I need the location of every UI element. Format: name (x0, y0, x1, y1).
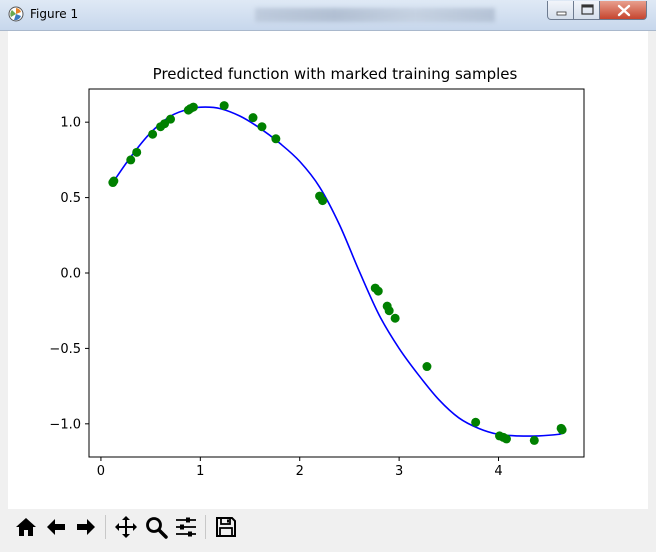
magnifier-icon (146, 517, 168, 539)
close-icon (617, 4, 631, 17)
pan-button[interactable] (112, 513, 140, 541)
matplotlib-app-icon (8, 6, 24, 22)
x-tick-label: 1 (196, 464, 204, 479)
y-tick-label: −1.0 (49, 417, 81, 432)
close-button[interactable] (599, 1, 647, 20)
axes-frame (88, 88, 585, 458)
window-title: Figure 1 (30, 7, 79, 21)
training-sample-point (271, 134, 281, 144)
move-icon (115, 516, 137, 538)
forward-button[interactable] (72, 513, 100, 541)
y-tick-label: 0.0 (60, 267, 81, 282)
toolbar-separator (105, 515, 106, 539)
home-icon (16, 518, 36, 536)
training-sample-point (390, 313, 400, 323)
floppy-disk-icon (216, 517, 236, 537)
arrow-right-icon (77, 519, 95, 535)
maximize-button[interactable] (573, 1, 600, 20)
back-button[interactable] (42, 513, 70, 541)
home-button[interactable] (12, 513, 40, 541)
training-sample-point (529, 435, 539, 445)
chart-title: Predicted function with marked training … (153, 65, 518, 83)
title-bar[interactable]: Figure 1 (0, 0, 656, 31)
training-sample-point (384, 306, 394, 316)
toolbar-separator (205, 515, 206, 539)
training-sample-point (471, 417, 481, 427)
training-sample-point (248, 113, 258, 123)
x-tick-label: 2 (296, 464, 304, 479)
training-sample-point (188, 102, 198, 112)
training-sample-point (557, 425, 567, 435)
configure-subplots-button[interactable] (172, 513, 200, 541)
predicted-function-line (112, 106, 564, 437)
training-sample-point (148, 129, 158, 139)
training-sample-point (109, 176, 119, 186)
y-tick-label: 1.0 (60, 116, 81, 131)
blurred-title-region (255, 8, 495, 22)
figure-canvas[interactable]: Predicted function with marked training … (8, 31, 648, 509)
navigation-toolbar (8, 509, 648, 545)
y-tick-label: −0.5 (49, 342, 81, 357)
training-sample-point (126, 155, 136, 165)
minimize-button[interactable] (547, 1, 574, 20)
training-sample-point (219, 101, 229, 111)
training-sample-point (132, 147, 142, 157)
chart-svg: Predicted function with marked training … (49, 65, 585, 479)
x-tick-label: 4 (494, 464, 502, 479)
arrow-left-icon (47, 519, 65, 535)
training-sample-point (166, 114, 176, 124)
x-tick-label: 3 (395, 464, 403, 479)
save-button[interactable] (212, 513, 240, 541)
y-tick-label: 0.5 (60, 191, 81, 206)
maximize-icon (581, 4, 594, 15)
sliders-icon (176, 517, 196, 537)
x-tick-label: 0 (97, 464, 105, 479)
training-sample-point (501, 434, 511, 444)
training-sample-point (373, 286, 383, 296)
zoom-button[interactable] (142, 513, 170, 541)
training-sample-point (257, 122, 267, 132)
minimize-icon (556, 11, 567, 16)
training-sample-point (422, 362, 432, 372)
training-sample-point (318, 196, 328, 206)
